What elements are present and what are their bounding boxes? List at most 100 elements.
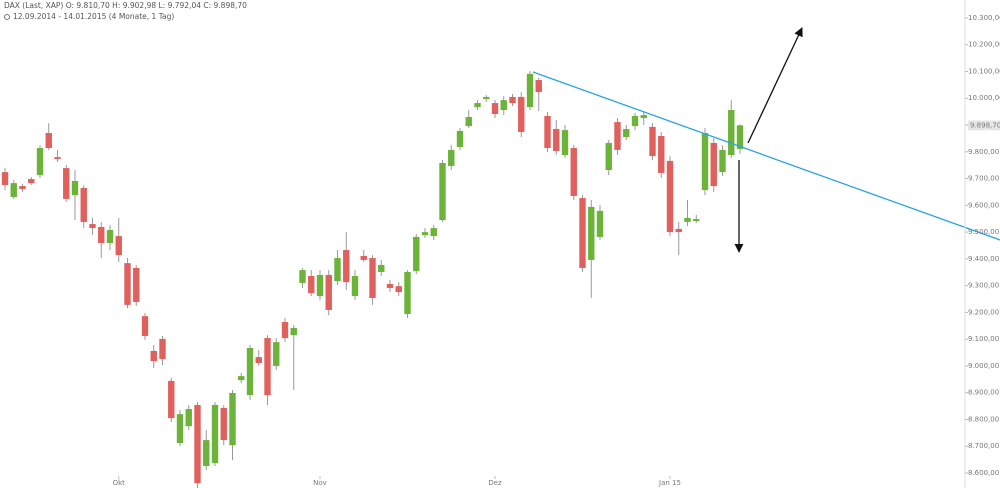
candle-body (386, 284, 394, 289)
candle-body (430, 228, 437, 237)
candle-body (465, 116, 472, 127)
y-tick-label: 9.700,00 (968, 175, 999, 183)
candle-body (220, 407, 227, 441)
candle-body (518, 96, 525, 132)
y-tick-label: 8.800,00 (968, 415, 999, 423)
last-price-box (968, 120, 1000, 131)
candle-body (290, 327, 297, 336)
candle-body (561, 130, 569, 155)
candle-body (264, 338, 271, 396)
x-tick-label: Dez (488, 479, 502, 487)
candle-body (369, 258, 376, 298)
candle-body (448, 149, 455, 166)
candle-body (614, 122, 621, 150)
candle-body (640, 115, 647, 119)
candle-body (159, 338, 166, 359)
candle-body (395, 286, 402, 293)
y-tick-label: 9.600,00 (968, 201, 999, 209)
candle-body (246, 347, 254, 396)
candle-body (45, 133, 52, 149)
y-tick-label: 9.500,00 (968, 228, 999, 236)
y-tick-label: 9.000,00 (968, 362, 999, 370)
candle-body (553, 129, 560, 151)
candle-body (150, 350, 157, 362)
candle-body (273, 342, 280, 366)
candle-body (421, 232, 429, 236)
candle-body (89, 224, 96, 229)
chart-subtitle: 12.09.2014 - 14.01.2015 (4 Monate, 1 Tag… (13, 12, 174, 21)
candle-body (710, 142, 717, 187)
candle-body (28, 179, 35, 184)
y-tick-label: 9.800,00 (968, 148, 999, 156)
candle-body (63, 168, 70, 199)
candle-body (666, 160, 674, 233)
candle-body (299, 270, 306, 283)
candle-body (736, 125, 744, 149)
candle-body (675, 228, 682, 233)
candle-body (176, 414, 184, 444)
candle-body (526, 73, 534, 108)
candle-body (343, 250, 350, 283)
candle-body (701, 133, 709, 191)
candle-body (623, 129, 630, 138)
last-price-label: 9.898,70 (970, 121, 1000, 129)
candle-body (360, 255, 367, 260)
candle-body (1, 172, 9, 185)
candle-body (474, 103, 481, 108)
y-tick-label: 9.200,00 (968, 308, 999, 316)
candle-body (255, 357, 262, 363)
y-tick-label: 9.100,00 (968, 335, 999, 343)
y-tick-label: 8.900,00 (968, 389, 999, 397)
candle-body (491, 103, 499, 115)
candle-body (106, 229, 114, 244)
candle-body (334, 258, 341, 282)
trend-line (532, 71, 1000, 241)
candle-body (509, 96, 516, 104)
candle-body (605, 142, 612, 170)
candle-body (596, 210, 604, 237)
chart-title: DAX (Last, XAP) O: 9.810,70 H: 9.902,98 … (4, 1, 247, 10)
candle-body (54, 157, 61, 160)
candle-body (238, 376, 245, 381)
y-tick-label: 9.400,00 (968, 255, 999, 263)
plot-area (1, 70, 744, 488)
candle-body (80, 187, 87, 222)
candle-body (141, 316, 149, 336)
candle-body (684, 217, 691, 222)
candle-body (658, 135, 665, 173)
candle-body (308, 275, 315, 294)
candle-body (544, 115, 551, 149)
header-icon (4, 14, 10, 20)
candle-body (115, 236, 122, 256)
candle-body (316, 274, 324, 297)
candle-body (404, 271, 411, 315)
y-tick-label: 10.100,00 (968, 67, 1000, 75)
candle-body (588, 206, 595, 260)
x-tick-label: Jan 15 (658, 479, 681, 487)
y-tick-label: 8.700,00 (968, 442, 999, 450)
candle-body (351, 275, 359, 297)
candle-body (281, 322, 289, 339)
candle-body (439, 163, 446, 221)
candle-body (98, 227, 105, 244)
candle-body (579, 198, 586, 268)
candle-body (631, 115, 639, 127)
up-arrow (747, 27, 803, 144)
candle-body (203, 440, 210, 467)
x-tick-label: Okt (113, 479, 126, 487)
candle-body (71, 180, 79, 196)
x-tick-label: Nov (313, 479, 327, 487)
candle-body (229, 392, 236, 446)
candle-body (36, 148, 44, 176)
candle-body (456, 130, 464, 147)
y-tick-label: 10.200,00 (968, 41, 1000, 49)
candle-body (483, 96, 490, 100)
candle-body (124, 263, 131, 305)
candle-body (570, 148, 577, 196)
y-tick-label: 8.600,00 (968, 469, 999, 477)
candle-body (211, 405, 219, 464)
y-tick-label: 10.000,00 (968, 94, 1000, 102)
candle-body (19, 186, 26, 189)
candle-body (168, 380, 175, 419)
